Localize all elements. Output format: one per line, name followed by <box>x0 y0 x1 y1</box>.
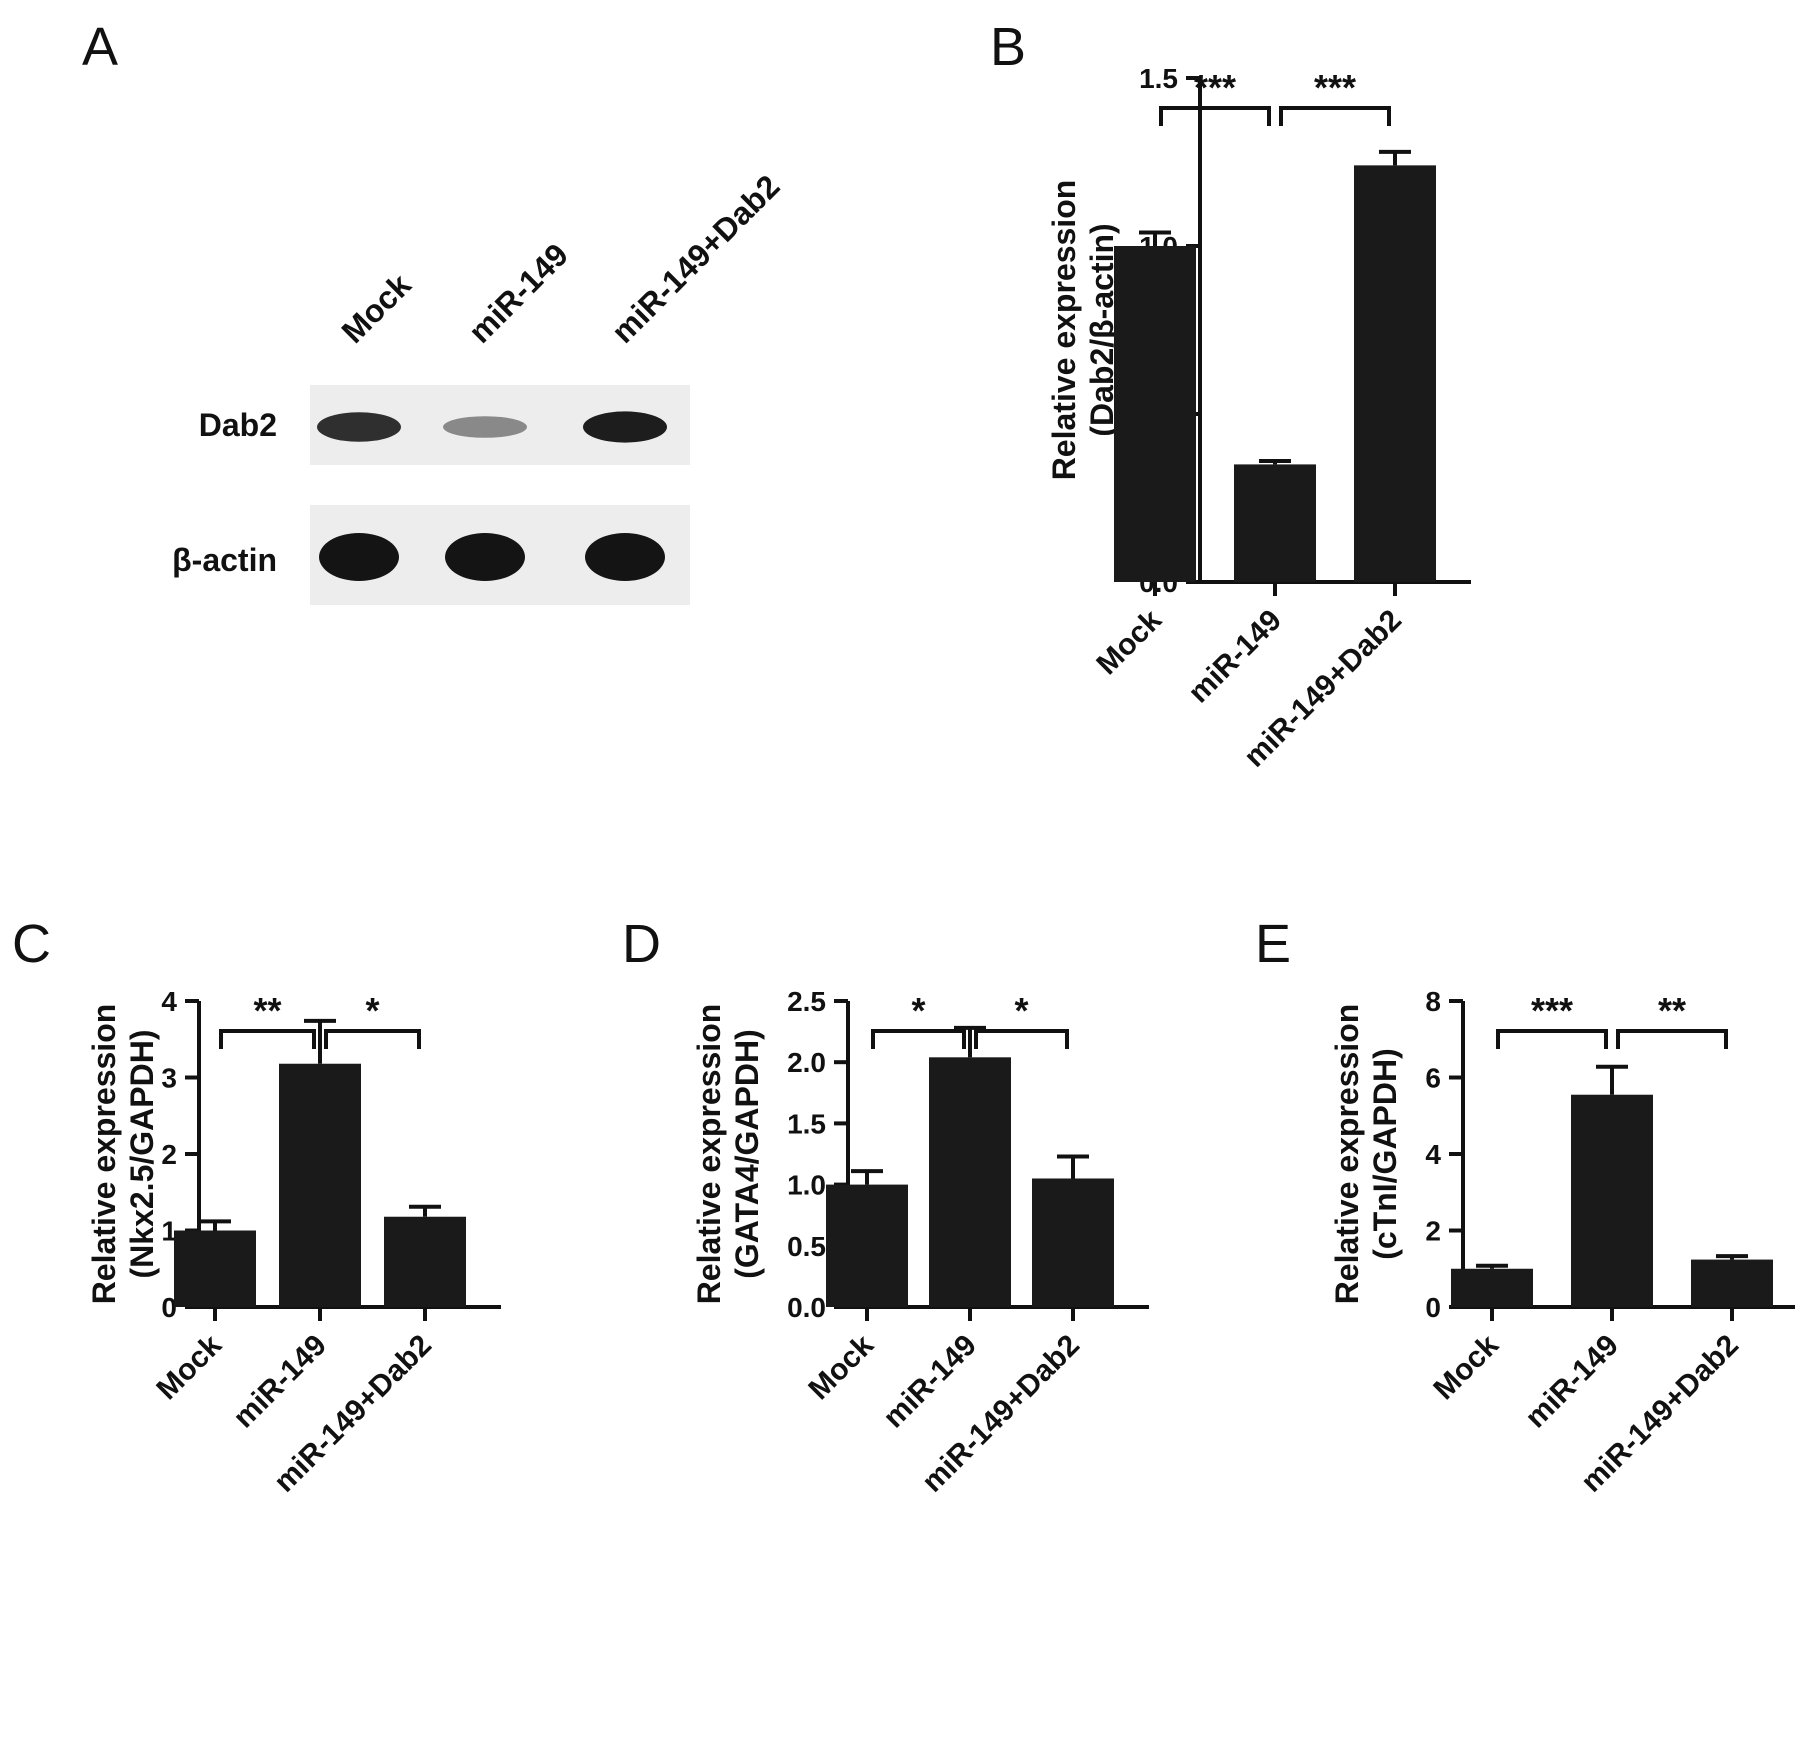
panel-c: C 0 1 2 3 4 Relative expression (Nkx2.5/GAPDH)… <box>12 914 501 1499</box>
y-tick-label: 2.0 <box>787 1047 826 1078</box>
blot-band <box>443 416 527 438</box>
y-axis-title: Relative expression <box>1046 180 1082 481</box>
lane-label-mock: Mock <box>334 267 417 350</box>
blot-image <box>310 385 690 605</box>
significance-label: *** <box>1531 990 1573 1031</box>
y-tick-label: 1.5 <box>1139 63 1178 94</box>
bar <box>1451 1268 1533 1307</box>
panel-d: D 0.0 0.5 1.0 1.5 2.0 2.5 Relative expression(… <box>622 914 1149 1499</box>
chart-c: 0 1 2 3 4 Relative expression (Nkx2.5/GAPDH) Mo… <box>86 986 501 1499</box>
panel-a: A Mock miR-149 miR-149+Dab2 Dab2 β-actin <box>82 17 787 605</box>
y-tick-label: 6 <box>1425 1063 1441 1094</box>
significance-bracket <box>974 1029 1069 1049</box>
blot-band <box>445 533 525 581</box>
bar <box>1354 165 1436 583</box>
y-tick-label: 1 <box>161 1216 177 1247</box>
y-tick-label: 2 <box>161 1139 177 1170</box>
panel-d-letter: D <box>622 914 661 974</box>
x-tick-label: miR-149 <box>1182 604 1288 710</box>
y-axis-title: (Nkx2.5/GAPDH) <box>124 1030 160 1279</box>
y-tick-label: 8 <box>1425 986 1441 1017</box>
panel-c-letter: C <box>12 914 51 974</box>
significance-label: *** <box>1194 67 1236 108</box>
bar <box>1234 464 1316 582</box>
significance-label: * <box>365 990 379 1031</box>
blot-lane-labels: Mock miR-149 miR-149+Dab2 <box>334 168 786 350</box>
y-axis-title: (GATA4/GAPDH) <box>729 1029 765 1278</box>
y-tick-label: 0 <box>1425 1292 1441 1323</box>
y-axis-title: (cTnI/GAPDH) <box>1367 1048 1403 1260</box>
lane-label-mir149: miR-149 <box>461 236 574 349</box>
y-tick-label: 3 <box>161 1063 177 1094</box>
x-tick-label: Mock <box>1427 1328 1505 1406</box>
bar <box>929 1057 1011 1307</box>
x-tick-label: miR-149 <box>877 1329 983 1435</box>
lane-label-mir149-dab2: miR-149+Dab2 <box>604 168 786 350</box>
bar <box>1032 1178 1114 1307</box>
significance-label: * <box>911 990 925 1031</box>
y-tick-label: 1.5 <box>787 1108 826 1139</box>
blot-band <box>583 411 667 443</box>
x-tick-label: miR-149 <box>227 1329 333 1435</box>
significance-label: *** <box>1314 67 1356 108</box>
significance-label: ** <box>1658 990 1686 1031</box>
y-axis-title: Relative expression <box>691 1004 727 1305</box>
y-tick-label: 0 <box>161 1292 177 1323</box>
bar <box>174 1230 256 1307</box>
significance-label: * <box>1014 990 1028 1031</box>
y-tick-label: 4 <box>1425 1139 1441 1170</box>
bar <box>826 1184 908 1307</box>
significance-bracket <box>1279 106 1391 126</box>
significance-bracket <box>871 1029 966 1049</box>
y-tick-label: 2 <box>1425 1216 1441 1247</box>
y-tick-label: 4 <box>161 986 177 1017</box>
significance-bracket <box>1496 1029 1608 1049</box>
panel-e: E 0 2 4 6 8 Relative expression (cTnI/GAPDH) Mo… <box>1255 914 1795 1499</box>
x-tick-label: Mock <box>150 1328 228 1406</box>
bar <box>1691 1259 1773 1307</box>
panel-e-letter: E <box>1255 914 1291 974</box>
bar <box>1571 1094 1653 1307</box>
significance-bracket <box>1616 1029 1728 1049</box>
chart-e: 0 2 4 6 8 Relative expression (cTnI/GAPDH) Mock… <box>1329 986 1795 1499</box>
significance-bracket <box>219 1029 316 1049</box>
x-tick-label: Mock <box>802 1328 880 1406</box>
significance-label: ** <box>253 990 281 1031</box>
x-tick-label: miR-149 <box>1519 1329 1625 1435</box>
blot-row-label-beta-actin: β-actin <box>172 542 277 578</box>
panel-a-letter: A <box>82 17 118 77</box>
blot-row-label-dab2: Dab2 <box>199 407 277 443</box>
chart-d: 0.0 0.5 1.0 1.5 2.0 2.5 Relative expression (GA… <box>691 986 1149 1499</box>
significance-bracket <box>324 1029 421 1049</box>
panel-b-letter: B <box>990 17 1026 77</box>
y-axis-title: Relative expression <box>1329 1004 1365 1305</box>
y-tick-label: 0.5 <box>787 1231 826 1262</box>
bar <box>279 1063 361 1307</box>
y-tick-label: 0.0 <box>787 1292 826 1323</box>
blot-band <box>317 412 401 442</box>
blot-band <box>585 533 665 581</box>
significance-bracket <box>1159 106 1271 126</box>
y-tick-label: 1.0 <box>787 1170 826 1201</box>
y-tick-label: 2.5 <box>787 986 826 1017</box>
x-tick-label: Mock <box>1090 603 1168 681</box>
bar <box>384 1216 466 1307</box>
blot-band <box>319 533 399 581</box>
bar <box>1114 246 1196 582</box>
y-axis-title: Relative expression <box>86 1004 122 1305</box>
